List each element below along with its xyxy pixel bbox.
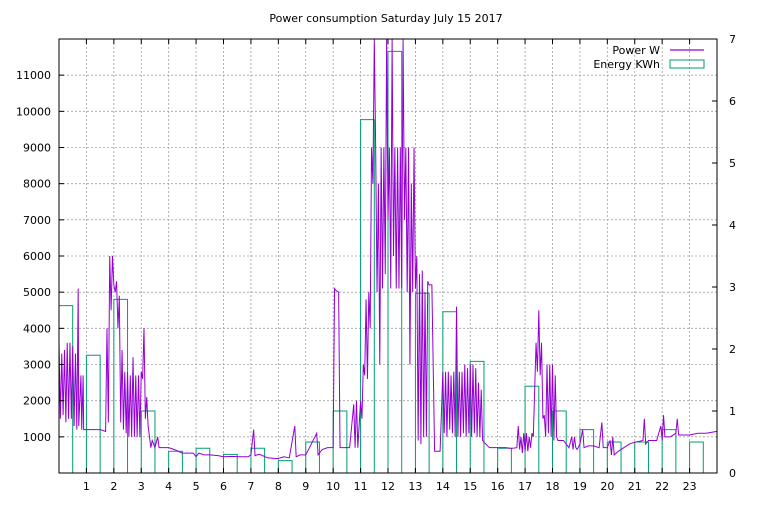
x-tick-label: 14 xyxy=(436,480,450,493)
x-tick-label: 10 xyxy=(326,480,340,493)
x-tick-label: 20 xyxy=(600,480,614,493)
y-left-tick-label: 11000 xyxy=(16,69,51,82)
y-left-tick-label: 6000 xyxy=(23,250,51,263)
ticks: 1 2 3 4 5 6 7 8 9 10 11 12 13 14 15 16 17 18 19 20 21 22 23100… xyxy=(16,33,736,493)
legend: Power W Energy KWh xyxy=(593,44,705,71)
x-tick-label: 13 xyxy=(408,480,422,493)
x-tick-label: 22 xyxy=(655,480,669,493)
x-tick-label: 9 xyxy=(302,480,309,493)
x-tick-label: 12 xyxy=(381,480,395,493)
x-tick-label: 18 xyxy=(546,480,560,493)
x-tick-label: 6 xyxy=(220,480,227,493)
y-left-tick-label: 2000 xyxy=(23,395,51,408)
y-right-tick-label: 4 xyxy=(729,219,736,232)
series-layer xyxy=(58,38,718,473)
x-tick-label: 1 xyxy=(83,480,90,493)
x-tick-label: 15 xyxy=(463,480,477,493)
x-tick-label: 7 xyxy=(247,480,254,493)
legend-label-energy: Energy KWh xyxy=(593,58,660,71)
x-tick-label: 2 xyxy=(110,480,117,493)
chart-title: Power consumption Saturday July 15 2017 xyxy=(269,12,502,25)
x-tick-label: 11 xyxy=(354,480,368,493)
x-tick-label: 4 xyxy=(165,480,172,493)
x-tick-label: 17 xyxy=(518,480,532,493)
energy-series-bars xyxy=(58,50,704,473)
y-right-tick-label: 7 xyxy=(729,33,736,46)
y-left-tick-label: 3000 xyxy=(23,359,51,372)
x-tick-label: 19 xyxy=(573,480,587,493)
y-left-tick-label: 9000 xyxy=(23,142,51,155)
y-left-tick-label: 5000 xyxy=(23,286,51,299)
y-left-tick-label: 4000 xyxy=(23,322,51,335)
y-left-tick-label: 8000 xyxy=(23,178,51,191)
x-tick-label: 8 xyxy=(275,480,282,493)
y-left-tick-label: 1000 xyxy=(23,431,51,444)
y-right-tick-label: 0 xyxy=(729,467,736,480)
y-left-tick-label: 10000 xyxy=(16,105,51,118)
x-tick-label: 23 xyxy=(683,480,697,493)
y-right-tick-label: 2 xyxy=(729,343,736,356)
y-right-tick-label: 1 xyxy=(729,405,736,418)
y-right-tick-label: 6 xyxy=(729,95,736,108)
x-tick-label: 3 xyxy=(138,480,145,493)
y-right-tick-label: 3 xyxy=(729,281,736,294)
power-series-line xyxy=(58,38,718,460)
y-left-tick-label: 7000 xyxy=(23,214,51,227)
x-tick-label: 5 xyxy=(193,480,200,493)
x-tick-label: 16 xyxy=(491,480,505,493)
y-right-tick-label: 5 xyxy=(729,157,736,170)
legend-swatch-energy xyxy=(669,59,705,69)
x-tick-label: 21 xyxy=(628,480,642,493)
legend-label-power: Power W xyxy=(612,44,660,57)
